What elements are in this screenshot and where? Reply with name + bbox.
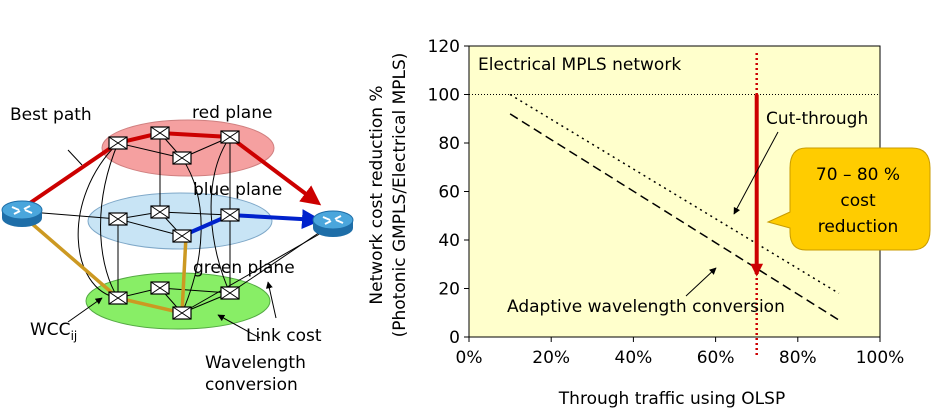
x-tick-label: 80% <box>779 348 817 368</box>
callout-line1: 70 – 80 % <box>816 165 900 185</box>
y-tick-label: 0 <box>449 328 460 348</box>
switch-node <box>172 151 192 165</box>
switch-node <box>150 205 170 219</box>
x-axis-title: Through traffic using OLSP <box>558 389 785 409</box>
y-tick-label: 100 <box>428 86 460 106</box>
red-plane-label: red plane <box>192 103 272 123</box>
series-line-2 <box>509 113 840 321</box>
x-tick-label: 20% <box>532 348 570 368</box>
switch-node <box>150 126 170 140</box>
best-path-label: Best path <box>10 105 92 125</box>
green-plane-label: green plane <box>193 258 295 278</box>
series-label-cut-through: Cut-through <box>766 109 868 129</box>
wcc-label: WCCij <box>30 320 77 343</box>
switch-node <box>220 286 240 300</box>
switch-node <box>172 229 192 243</box>
network-diagram: Best path red plane blue plane green pla… <box>1 103 354 395</box>
link-cost-arrow <box>265 281 277 319</box>
wcc-arrow <box>67 297 103 323</box>
blue-plane-label: blue plane <box>193 180 282 200</box>
y-tick-label: 40 <box>438 231 460 251</box>
callout-line3: reduction <box>818 217 899 237</box>
switch-node <box>108 212 128 226</box>
link-cost-label: Link cost <box>246 326 322 346</box>
switch-node <box>220 208 240 222</box>
router-icon <box>312 210 354 238</box>
y-tick-label: 80 <box>438 134 460 154</box>
x-tick-label: 60% <box>697 348 735 368</box>
wavelength-label-line1: Wavelength <box>205 353 306 373</box>
callout-line2: cost <box>840 191 876 211</box>
y-tick-label: 20 <box>438 280 460 300</box>
switch-node <box>108 136 128 150</box>
cost-reduction-callout <box>766 147 931 251</box>
switch-node <box>150 281 170 295</box>
adaptive-pointer <box>685 267 717 297</box>
x-tick-label: 0% <box>456 348 483 368</box>
wavelength-label-line2: conversion <box>205 375 298 395</box>
y-axis-title-line2: (Photonic GMPLS/Electrical MPLS) <box>390 53 410 338</box>
switch-node <box>108 291 128 305</box>
y-axis: 0 20 40 60 80 100 120 <box>428 37 469 348</box>
x-tick-label: 100% <box>856 348 905 368</box>
x-tick-label: 40% <box>615 348 653 368</box>
wavelength-conversion-arrow <box>217 314 261 339</box>
series-layer <box>469 53 880 355</box>
series-line-1 <box>509 93 840 294</box>
y-tick-label: 120 <box>428 37 460 57</box>
series-label-adaptive-wavelength: Adaptive wavelength conversion <box>507 297 785 317</box>
gold-path <box>28 220 188 316</box>
best-path-pointer <box>67 149 83 166</box>
cut-through-pointer <box>733 131 779 215</box>
x-axis: 0% 20% 40% 60% 80% 100% <box>456 337 905 368</box>
series-label-electrical-mpls: Electrical MPLS network <box>478 55 681 75</box>
y-tick-label: 60 <box>438 183 460 203</box>
blue-plane-ellipse <box>87 192 273 250</box>
chart: 0 20 40 60 80 100 120 0% 20% 40% 60% 80% 100% Throu… <box>367 37 931 409</box>
router-icon <box>1 200 43 228</box>
switch-node <box>220 130 240 144</box>
switch-node <box>172 306 192 320</box>
y-axis-title-line1: Network cost reduction % <box>367 85 387 304</box>
